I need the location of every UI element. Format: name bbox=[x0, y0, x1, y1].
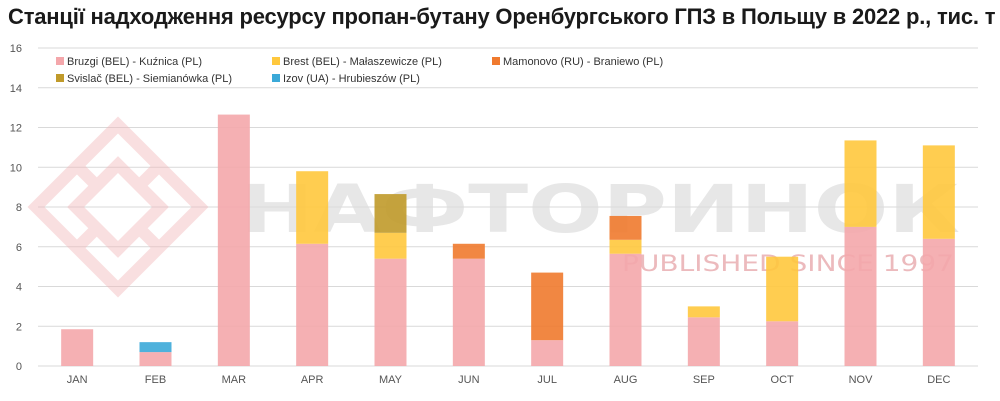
y-tick-label: 0 bbox=[16, 361, 22, 373]
x-tick-label: SEP bbox=[693, 374, 715, 386]
chart-title: Станції надходження ресурсу пропан-бутан… bbox=[8, 4, 996, 29]
bar-segment bbox=[139, 352, 172, 366]
bar-segment bbox=[452, 243, 485, 259]
bar-segment bbox=[374, 194, 407, 233]
legend-label: Brest (BEL) - Małaszewicze (PL) bbox=[283, 56, 442, 68]
legend-label: Mamonovo (RU) - Braniewo (PL) bbox=[503, 56, 663, 68]
bar-segment bbox=[687, 317, 720, 366]
x-tick-label: OCT bbox=[771, 374, 795, 386]
legend-swatch bbox=[56, 57, 64, 65]
y-tick-label: 12 bbox=[10, 123, 22, 135]
y-tick-label: 14 bbox=[10, 83, 22, 95]
legend-swatch bbox=[492, 57, 500, 65]
bar-segment bbox=[766, 321, 799, 366]
legend: Bruzgi (BEL) - Kuźnica (PL) Brest (BEL) -… bbox=[56, 56, 663, 85]
bars bbox=[61, 114, 955, 366]
bar-segment bbox=[531, 272, 564, 341]
x-tick-label: DEC bbox=[927, 374, 950, 386]
bar-segment bbox=[452, 258, 485, 366]
x-tick-label: APR bbox=[301, 374, 324, 386]
bar-segment bbox=[374, 258, 407, 366]
gridlines bbox=[38, 47, 978, 367]
x-tick-label: FEB bbox=[145, 374, 166, 386]
bar-segment bbox=[687, 306, 720, 318]
x-tick-label: MAR bbox=[222, 374, 247, 386]
watermark-brand-text: НАФТОРИНОК bbox=[240, 171, 960, 248]
y-tick-label: 8 bbox=[16, 202, 22, 214]
y-tick-label: 6 bbox=[16, 242, 22, 254]
legend-swatch bbox=[272, 74, 280, 82]
legend-label: Bruzgi (BEL) - Kuźnica (PL) bbox=[67, 56, 202, 68]
bar-segment bbox=[296, 171, 329, 244]
bar-segment bbox=[296, 243, 329, 366]
bar-segment bbox=[374, 232, 407, 259]
bar-segment bbox=[922, 238, 955, 366]
x-tick-label: JUL bbox=[537, 374, 557, 386]
legend-swatch bbox=[56, 74, 64, 82]
x-tick-label: AUG bbox=[614, 374, 638, 386]
bar-segment bbox=[844, 140, 877, 227]
legend-swatch bbox=[272, 57, 280, 65]
y-axis-ticks: 0 2 4 6 8 10 12 14 16 bbox=[10, 43, 22, 373]
bar-segment bbox=[609, 215, 642, 240]
bar-segment bbox=[922, 145, 955, 239]
y-tick-label: 10 bbox=[10, 162, 22, 174]
bar-segment bbox=[531, 340, 564, 366]
y-tick-label: 2 bbox=[16, 321, 22, 333]
watermark-logo: НАФТОРИНОК PUBLISHED SINCE 1997 bbox=[27, 116, 960, 298]
x-axis-ticks: JAN FEB MAR APR MAY JUN JUL AUG SEP OCT NOV DEC bbox=[67, 374, 951, 386]
legend-label: Svislač (BEL) - Siemianówka (PL) bbox=[67, 73, 232, 85]
bar-segment bbox=[609, 239, 642, 254]
x-tick-label: JAN bbox=[67, 374, 88, 386]
bar-segment bbox=[609, 253, 642, 366]
bar-segment bbox=[61, 329, 94, 366]
bar-segment bbox=[139, 342, 172, 353]
x-tick-label: NOV bbox=[849, 374, 874, 386]
bar-segment bbox=[766, 256, 799, 322]
legend-label: Izov (UA) - Hrubieszów (PL) bbox=[283, 73, 420, 85]
y-tick-label: 16 bbox=[10, 43, 22, 55]
bar-segment bbox=[844, 226, 877, 366]
y-tick-label: 4 bbox=[16, 282, 22, 294]
x-tick-label: MAY bbox=[379, 374, 403, 386]
x-tick-label: JUN bbox=[458, 374, 479, 386]
bar-segment bbox=[217, 114, 250, 366]
